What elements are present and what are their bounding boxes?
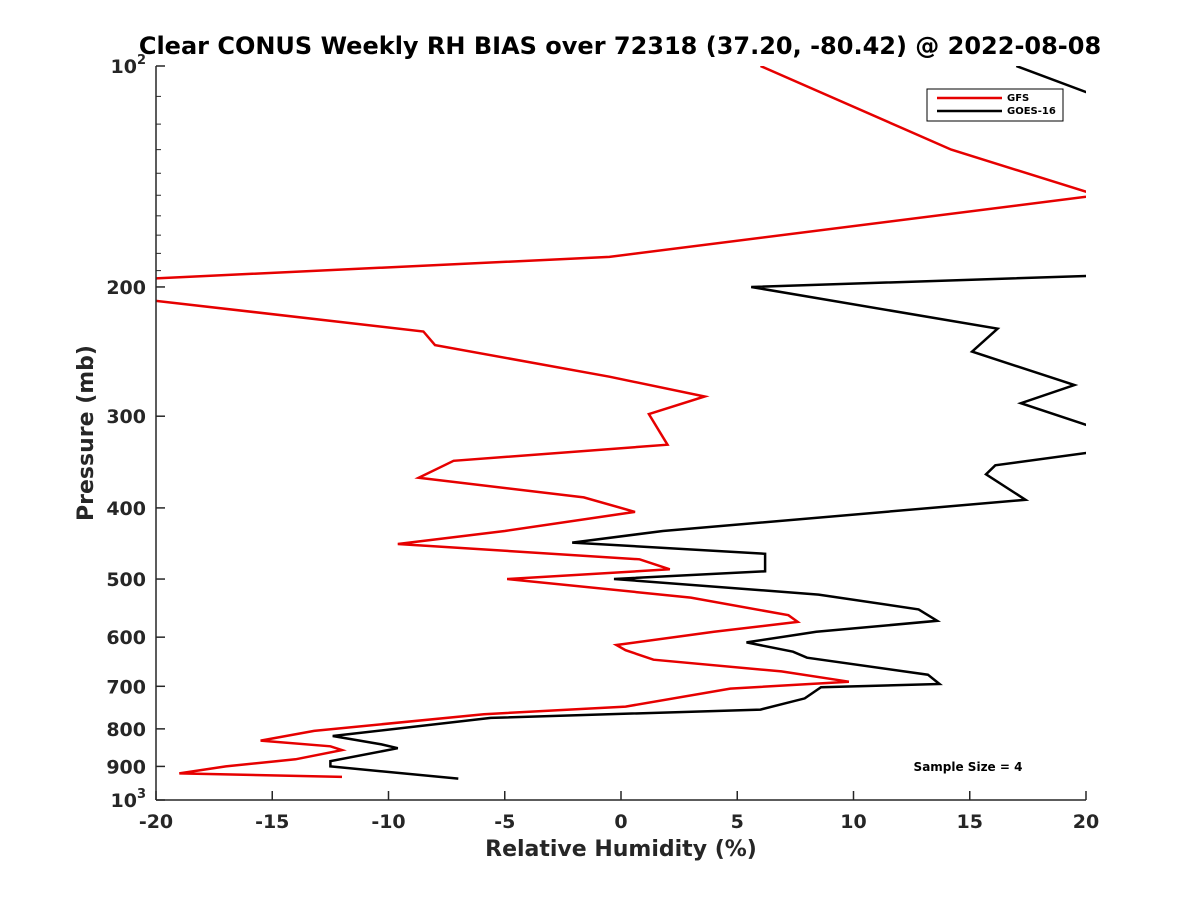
- x-tick-label: -5: [494, 811, 515, 833]
- x-tick-label: -10: [371, 811, 405, 833]
- x-tick-label: -20: [139, 811, 173, 833]
- x-tick-label: 15: [957, 811, 983, 833]
- sample-size-annotation: Sample Size = 4: [914, 760, 1023, 774]
- plot-background: [156, 66, 1086, 800]
- x-tick-label: 20: [1073, 811, 1099, 833]
- x-tick-label: 0: [614, 811, 627, 833]
- y-tick-label: 200: [106, 277, 146, 299]
- legend-gfs-label: GFS: [1007, 93, 1029, 104]
- legend: GFS GOES-16: [926, 88, 1064, 122]
- series-line-gfs: [156, 66, 1086, 779]
- y-tick-label: 103: [111, 787, 147, 812]
- x-axis-label: Relative Humidity (%): [485, 837, 757, 862]
- x-tick-label: 5: [731, 811, 744, 833]
- legend-goes-label: GOES-16: [1007, 106, 1056, 117]
- y-tick-label: 102: [111, 53, 147, 78]
- y-tick-label: 700: [106, 676, 146, 698]
- y-tick-label: 300: [106, 406, 146, 428]
- series-layer: [156, 66, 1086, 780]
- series-line-goes-16: [329, 66, 1086, 780]
- x-ticks: -20 -15 -10 -5 0 5 10 15 20: [139, 791, 1099, 833]
- x-tick-label: -15: [255, 811, 289, 833]
- y-tick-label: 600: [106, 627, 146, 649]
- y-tick-label: 900: [106, 756, 146, 778]
- legend-box: [926, 88, 1064, 122]
- y-ticks: 102 200 300 400 500 600 700 800 900 103: [106, 53, 165, 812]
- x-tick-label: 10: [840, 811, 866, 833]
- y-axis-label: Pressure (mb): [74, 345, 99, 521]
- chart-title: Clear CONUS Weekly RH BIAS over 72318 (3…: [139, 32, 1101, 60]
- y-tick-label: 500: [106, 569, 146, 591]
- y-tick-label: 400: [106, 498, 146, 520]
- plot-area: -20 -15 -10 -5 0 5 10 15 20 102 200 300 400 500 600 70…: [106, 53, 1099, 833]
- y-tick-label: 800: [106, 719, 146, 741]
